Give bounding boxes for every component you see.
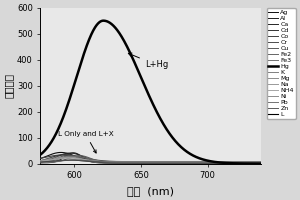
Legend: Ag, Al, Ca, Cd, Co, Cr, Cu, Fe2, Fe3, Hg, K, Mg, Na, NH4, Ni, Pb, Zn, L: Ag, Al, Ca, Cd, Co, Cr, Cu, Fe2, Fe3, Hg… xyxy=(267,8,296,119)
X-axis label: 波长  (nm): 波长 (nm) xyxy=(128,186,174,196)
Text: L Only and L+X: L Only and L+X xyxy=(58,131,114,153)
Y-axis label: 荧光强度: 荧光强度 xyxy=(4,73,14,98)
Text: L+Hg: L+Hg xyxy=(128,53,168,69)
